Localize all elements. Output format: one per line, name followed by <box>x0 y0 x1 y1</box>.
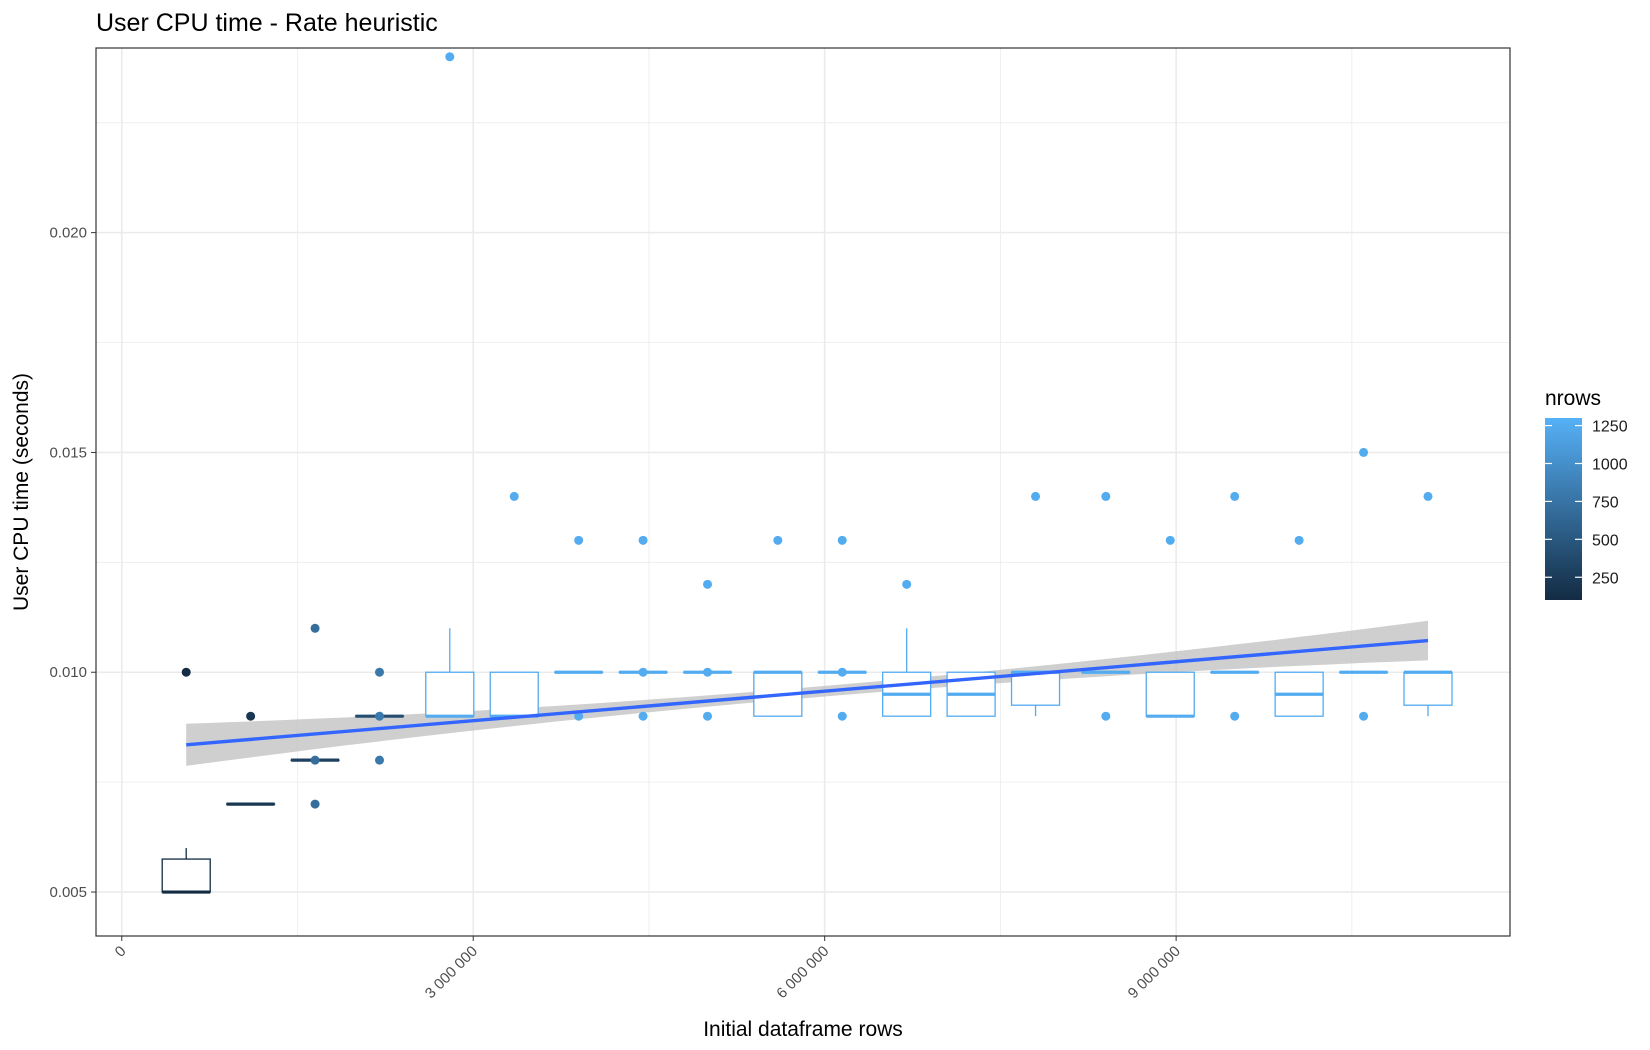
x-tick-label: 0 <box>112 943 130 961</box>
boxplot <box>161 848 211 894</box>
outlier-point <box>574 711 584 721</box>
outlier-point <box>703 579 713 589</box>
plot-panel <box>95 47 1511 937</box>
outlier-point <box>638 711 648 721</box>
y-axis: 0.005 0.010 0.015 0.020 <box>49 225 96 901</box>
grid-lines <box>96 48 1510 936</box>
outlier-point <box>902 579 912 589</box>
legend-break-label: 250 <box>1592 570 1619 587</box>
outlier-point <box>1423 491 1433 501</box>
panel-border <box>95 47 1511 937</box>
legend-colorbar <box>1545 418 1582 600</box>
outlier-point <box>638 667 648 677</box>
legend-break-label: 1000 <box>1592 457 1628 474</box>
panel-background <box>96 48 1510 936</box>
legend-break-label: 750 <box>1592 494 1619 511</box>
outlier-point <box>837 711 847 721</box>
box-body <box>489 671 539 717</box>
boxplot <box>882 628 932 717</box>
box-body <box>1403 671 1453 706</box>
boxplot <box>1010 670 1061 717</box>
chart-title: User CPU time - Rate heuristic <box>96 9 438 37</box>
outlier-point <box>1359 711 1369 721</box>
outlier-point <box>246 711 256 721</box>
outlier-point <box>375 711 385 721</box>
boxplot <box>425 628 475 718</box>
outlier-point <box>1230 711 1240 721</box>
boxplot <box>1145 671 1195 718</box>
box-body <box>1145 671 1195 717</box>
x-axis-title: Initial dataframe rows <box>703 1018 903 1041</box>
boxplot <box>489 671 539 718</box>
y-tick-label: 0.005 <box>49 884 87 901</box>
outlier-point <box>837 667 847 677</box>
outlier-point <box>181 667 191 677</box>
y-axis-title: User CPU time (seconds) <box>10 373 33 611</box>
outlier-point <box>310 799 320 809</box>
outlier-point <box>1294 535 1304 545</box>
color-legend: nrows 250 500 750 1000 1250 <box>1545 387 1628 600</box>
x-tick-label: 6 000 000 <box>773 943 832 1002</box>
y-tick-label: 0.020 <box>49 225 87 242</box>
boxplots <box>161 628 1453 894</box>
outlier-point <box>375 667 385 677</box>
legend-break-label: 500 <box>1592 532 1619 549</box>
outlier-point <box>1359 447 1369 457</box>
outlier-point <box>375 755 385 765</box>
trend-line <box>186 638 1429 747</box>
box-body <box>161 858 211 893</box>
outlier-point <box>310 755 320 765</box>
outlier-point <box>1101 491 1111 501</box>
boxplot <box>1403 670 1453 717</box>
outlier-point <box>703 711 713 721</box>
outlier-point <box>638 535 648 545</box>
legend-title: nrows <box>1545 387 1601 410</box>
y-tick-label: 0.015 <box>49 444 87 461</box>
outlier-point <box>1230 491 1240 501</box>
box-body <box>425 671 475 717</box>
outlier-point <box>445 52 455 62</box>
x-tick-label: 3 000 000 <box>422 943 481 1002</box>
x-axis: 0 3 000 000 6 000 000 9 000 000 <box>112 936 1184 1002</box>
outlier-point <box>1031 491 1041 501</box>
outlier-point <box>574 535 584 545</box>
boxplot <box>1274 671 1324 717</box>
outlier-point <box>1165 535 1175 545</box>
y-tick-label: 0.010 <box>49 664 87 681</box>
outlier-point <box>310 623 320 633</box>
outlier-points <box>181 52 1433 809</box>
legend-ticks: 250 500 750 1000 1250 <box>1545 419 1628 587</box>
outlier-point <box>703 667 713 677</box>
box-body <box>1010 671 1061 706</box>
outlier-point <box>837 535 847 545</box>
legend-break-label: 1250 <box>1592 419 1628 436</box>
outlier-point <box>509 491 519 501</box>
outlier-point <box>773 535 783 545</box>
trend-line-path <box>186 638 1429 747</box>
outlier-point <box>1101 711 1111 721</box>
x-tick-label: 9 000 000 <box>1125 943 1184 1002</box>
